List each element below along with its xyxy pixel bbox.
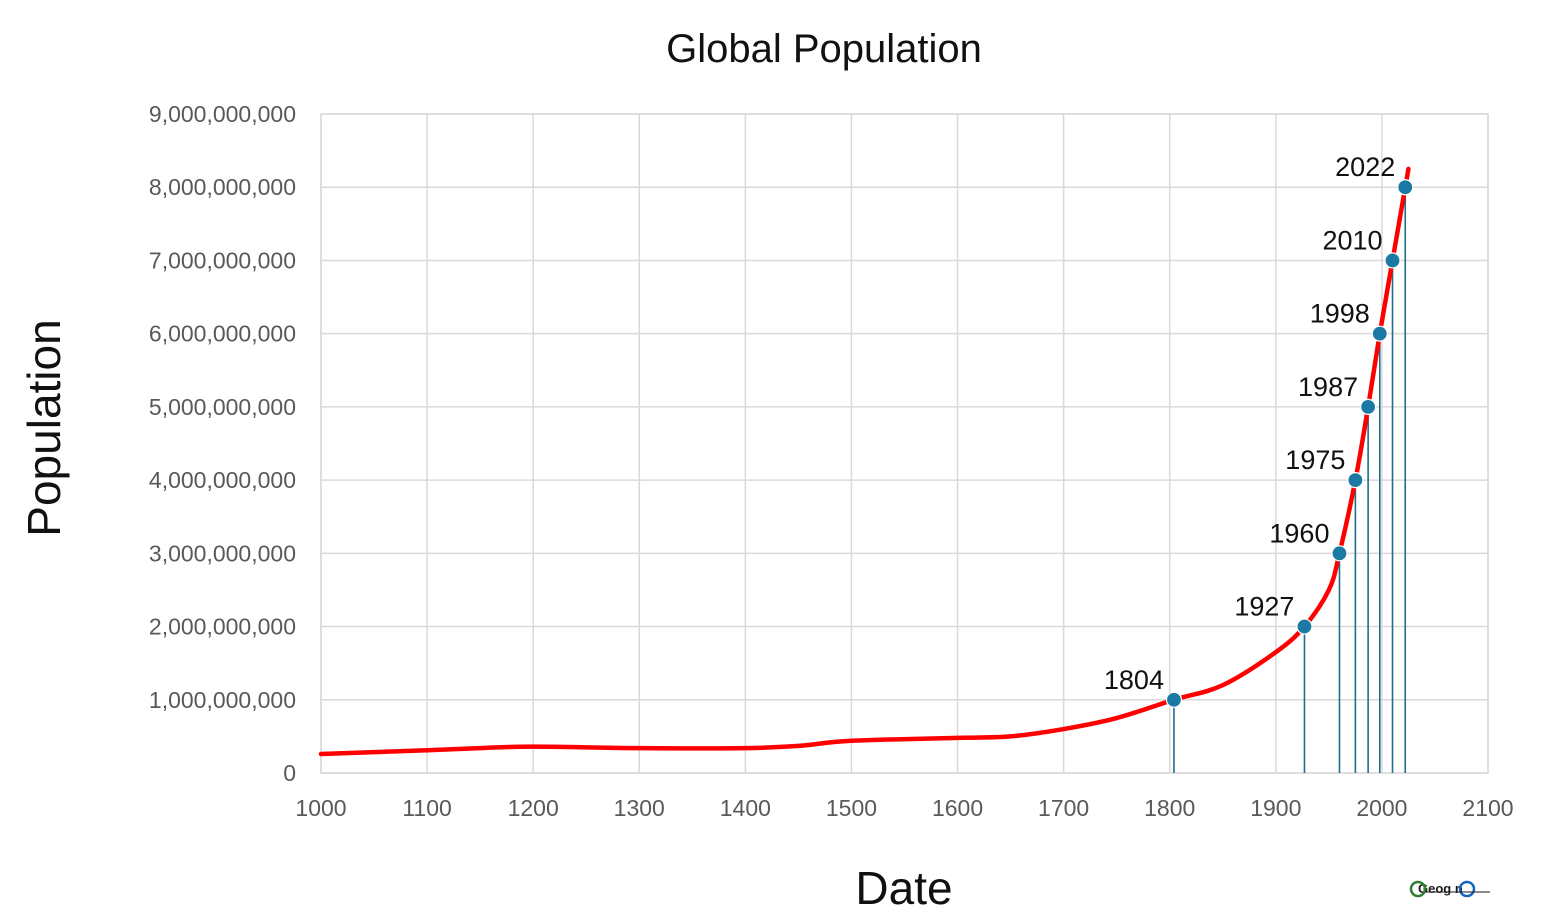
y-tick-label: 7,000,000,000 <box>149 247 296 273</box>
watermark-logo: Geog n <box>1409 880 1490 898</box>
x-tick-label: 1700 <box>1038 795 1089 821</box>
milestone-label: 1804 <box>1104 665 1164 695</box>
milestone-label: 1975 <box>1285 445 1345 475</box>
y-tick-label: 2,000,000,000 <box>149 614 296 640</box>
milestone-label: 2010 <box>1322 225 1382 255</box>
milestone-label: 1960 <box>1269 518 1329 548</box>
drop-lines <box>1173 187 1407 773</box>
y-tick-label: 4,000,000,000 <box>149 467 296 493</box>
milestone-marker <box>1397 179 1414 196</box>
chart-title: Global Population <box>666 27 982 71</box>
milestone-marker <box>1347 472 1364 489</box>
milestone-label: 1998 <box>1310 299 1370 329</box>
x-tick-label: 1300 <box>614 795 665 821</box>
y-axis-title: Population <box>18 319 70 536</box>
milestone-labels: 1804 1927 1960 1975 1987 1998 2010 2022 <box>1104 152 1395 695</box>
x-tick-label: 2100 <box>1462 795 1513 821</box>
globe-icon <box>1458 880 1476 898</box>
x-tick-label: 2000 <box>1356 795 1407 821</box>
milestone-label: 1927 <box>1234 592 1294 622</box>
y-tick-label: 5,000,000,000 <box>149 394 296 420</box>
y-tick-label: 1,000,000,000 <box>149 687 296 713</box>
x-tick-label: 1100 <box>402 795 451 821</box>
x-tick-label: 1200 <box>508 795 559 821</box>
x-tick-label: 1500 <box>826 795 877 821</box>
x-axis-tick-labels: 1000 1100 1200 1300 1400 1500 1600 1700 1800 1900… <box>295 795 1513 821</box>
globe-icon <box>1409 880 1427 898</box>
milestone-marker <box>1384 252 1401 269</box>
milestone-marker <box>1371 325 1388 342</box>
milestone-marker <box>1331 545 1348 562</box>
y-axis-tick-labels: 0 1,000,000,000 2,000,000,000 3,000,000,000… <box>149 101 296 786</box>
y-tick-label: 3,000,000,000 <box>149 540 296 566</box>
y-tick-label: 6,000,000,000 <box>149 321 296 347</box>
x-tick-label: 1800 <box>1144 795 1195 821</box>
milestone-label: 2022 <box>1335 152 1395 182</box>
x-tick-label: 1000 <box>295 795 346 821</box>
y-tick-label: 8,000,000,000 <box>149 174 296 200</box>
gridlines <box>320 113 1489 774</box>
x-tick-label: 1900 <box>1250 795 1301 821</box>
population-series-line <box>318 166 1411 757</box>
milestone-label: 1987 <box>1298 372 1358 402</box>
milestone-marker <box>1296 618 1313 635</box>
x-tick-label: 1400 <box>720 795 771 821</box>
milestone-marker <box>1165 691 1183 708</box>
x-tick-label: 1600 <box>932 795 983 821</box>
milestone-marker <box>1360 398 1377 415</box>
y-tick-label: 9,000,000,000 <box>149 101 296 127</box>
y-tick-label: 0 <box>283 760 296 786</box>
milestone-markers <box>1165 179 1414 708</box>
x-axis-title: Date <box>855 862 952 914</box>
plot-area-border <box>320 113 1489 774</box>
